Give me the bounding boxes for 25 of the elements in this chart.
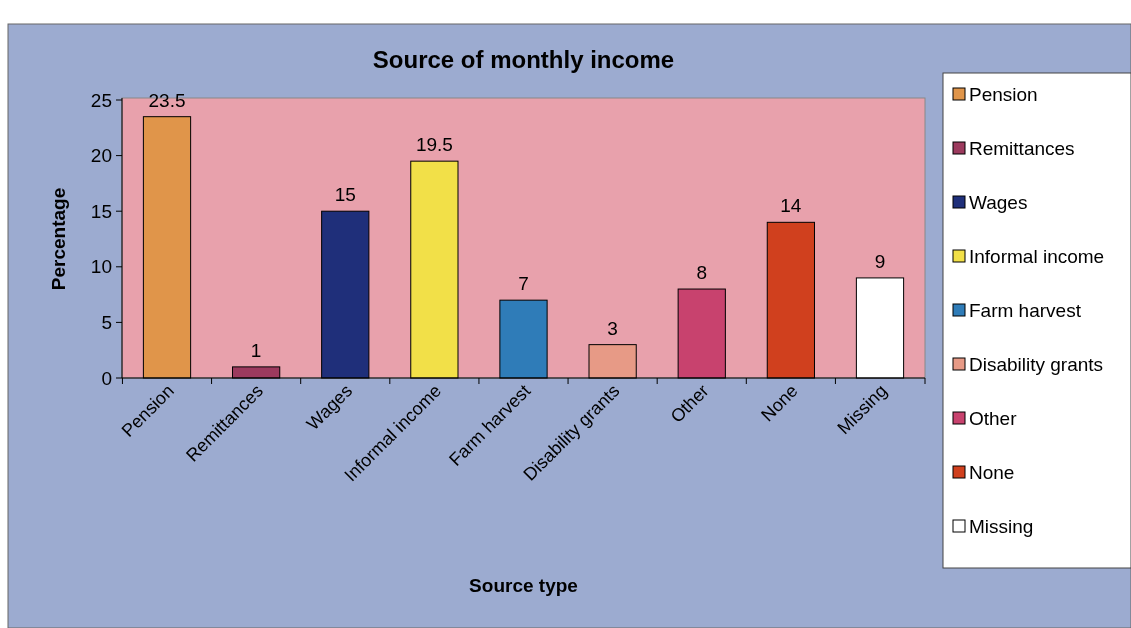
legend-label: Informal income: [969, 245, 1105, 267]
x-axis-title: Source type: [469, 575, 578, 596]
data-label: 9: [874, 250, 886, 272]
data-label: 3: [607, 317, 618, 339]
y-tick-label: 15: [90, 200, 112, 222]
legend-label: Farm harvest: [969, 299, 1082, 321]
data-label: 1: [250, 339, 262, 361]
y-tick-label: 25: [90, 89, 112, 111]
legend-label: Remittances: [969, 137, 1075, 159]
data-label: 7: [518, 273, 529, 295]
y-tick-label: 5: [101, 312, 112, 334]
y-tick-label: 20: [90, 145, 112, 167]
data-label: 15: [334, 184, 356, 206]
y-axis-title: Percentage: [48, 187, 69, 291]
legend-label: Wages: [969, 191, 1028, 213]
data-label: 8: [696, 262, 708, 284]
y-tick-label: 0: [101, 367, 112, 389]
data-label: 14: [780, 195, 802, 217]
data-label: 23.5: [148, 89, 186, 111]
legend-label: Disability grants: [969, 353, 1104, 375]
y-tick-label: 10: [90, 256, 112, 278]
legend-label: Pension: [969, 83, 1038, 105]
chart-title: Source of monthly income: [372, 46, 675, 73]
legend-label: Missing: [969, 515, 1034, 537]
data-label: 19.5: [415, 134, 453, 156]
